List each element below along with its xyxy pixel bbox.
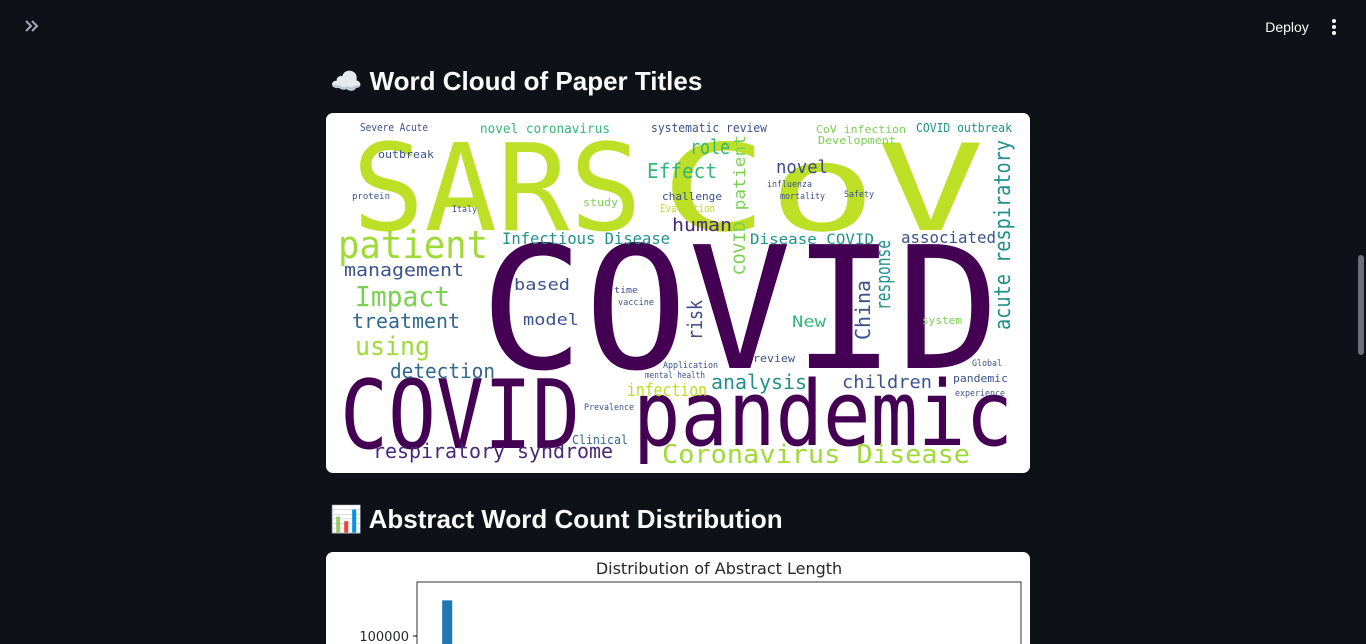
word: patient <box>338 223 488 267</box>
word: Infectious Disease <box>502 229 670 248</box>
word: risk <box>683 300 707 340</box>
word: Safety <box>844 190 875 200</box>
word: experience <box>955 389 1005 399</box>
word: response <box>871 240 895 310</box>
word: pandemic <box>953 372 1008 385</box>
word: Impact <box>355 280 450 313</box>
histogram: Distribution of Abstract Length 100000 <box>359 559 1022 644</box>
word: Evaluation <box>660 202 715 215</box>
word: pandemic <box>633 362 1013 467</box>
word: COVID outbreak <box>916 121 1013 135</box>
word: Italy <box>452 205 478 215</box>
word: Clinical <box>572 433 628 447</box>
word: model <box>523 310 579 329</box>
word: system <box>922 314 962 327</box>
word: protein <box>352 192 390 202</box>
word: analysis <box>711 370 807 394</box>
word: infection <box>627 380 707 401</box>
plot-frame <box>416 581 1022 644</box>
chart-title: Distribution of Abstract Length <box>596 559 842 578</box>
section-heading: 📊 Abstract Word Count Distribution <box>330 504 783 534</box>
word: time <box>614 286 638 296</box>
word: outbreak <box>378 148 434 161</box>
word: detection <box>390 359 495 383</box>
word: novel coronavirus <box>480 122 610 137</box>
word: novel <box>776 157 828 178</box>
word: Disease COVID <box>750 232 874 248</box>
word: Coronavirus Disease <box>662 440 970 470</box>
word: acute respiratory <box>991 140 1016 330</box>
word-cloud-image <box>326 113 1030 473</box>
word: challenge <box>662 190 722 203</box>
word: COVID <box>340 361 580 471</box>
word: CoV infection <box>816 123 906 136</box>
word: Effect <box>647 159 717 183</box>
word: respiratory syndrome <box>373 439 613 463</box>
word: New <box>792 312 826 331</box>
word: COVID patient <box>730 135 749 275</box>
word: using <box>355 332 430 362</box>
scrollbar[interactable] <box>1358 255 1364 355</box>
word: systematic review <box>651 121 768 135</box>
histogram-image <box>326 552 1030 644</box>
sidebar-toggle[interactable] <box>25 20 39 32</box>
word: CoV <box>660 120 985 259</box>
word: SARS <box>352 120 642 259</box>
word: Application <box>663 361 718 371</box>
word: management <box>344 260 464 281</box>
word: Development <box>818 134 896 147</box>
word: role <box>690 135 730 159</box>
word: influenza <box>767 180 812 190</box>
y-tick-label: 100000 <box>359 630 409 644</box>
word: treatment <box>352 309 460 333</box>
word: study <box>583 196 618 209</box>
word: vaccine <box>618 298 654 308</box>
word: Global <box>972 359 1002 369</box>
word: COVID <box>480 211 1000 409</box>
main-menu[interactable] <box>1332 19 1336 35</box>
word: based <box>514 275 570 294</box>
word: review <box>753 352 795 365</box>
word: Severe Acute <box>360 121 428 134</box>
word: human <box>672 215 732 236</box>
word: Prevalence <box>584 403 634 413</box>
bar <box>442 600 453 644</box>
word: associated <box>901 228 996 247</box>
word: China <box>851 280 875 340</box>
word: children <box>842 372 932 393</box>
word: mental health <box>645 371 705 381</box>
word: mortality <box>780 192 826 202</box>
section-heading: ☁️ Word Cloud of Paper Titles <box>330 66 702 96</box>
deploy-button[interactable]: Deploy <box>1265 19 1309 35</box>
